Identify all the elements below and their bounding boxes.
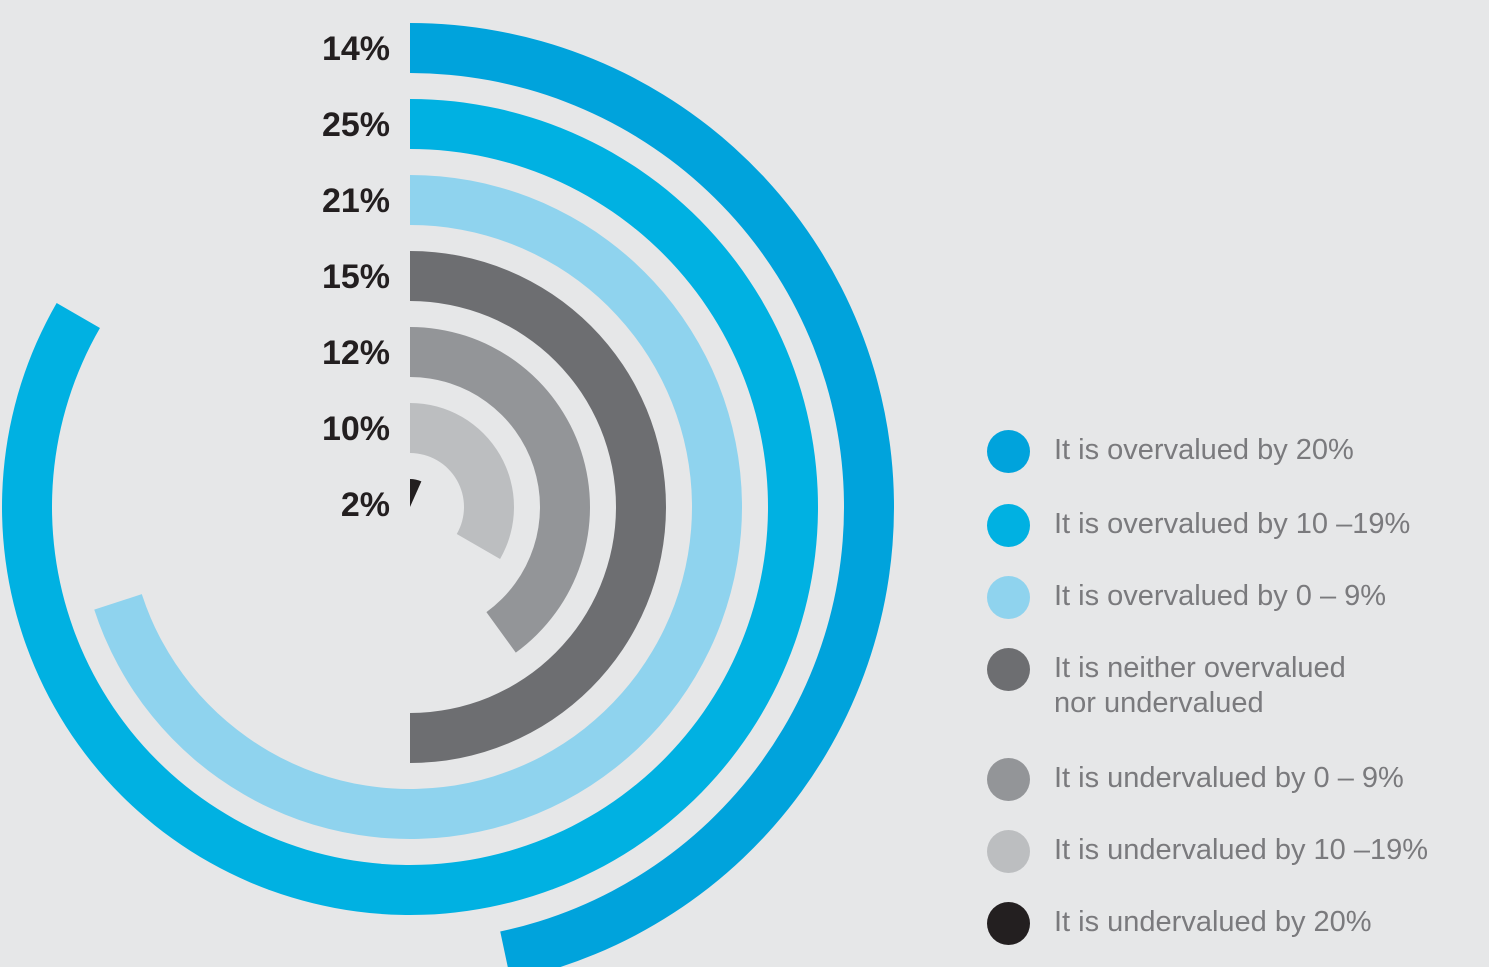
value-label-2: 25% (322, 106, 390, 144)
value-label-6: 10% (322, 410, 390, 448)
legend-swatch (987, 758, 1030, 801)
legend-label: It is undervalued by 20% (1054, 906, 1372, 938)
ring-arc-7 (410, 479, 422, 507)
legend-item-7: It is undervalued by 20% (987, 902, 1484, 945)
value-label-1: 14% (322, 30, 390, 68)
value-label-5: 12% (322, 334, 390, 372)
legend-item-3: It is overvalued by 0 – 9% (987, 576, 1484, 619)
legend-item-4: It is neither overvalued nor undervalued (987, 648, 1484, 721)
value-label-3: 21% (322, 182, 390, 220)
legend-label: It is undervalued by 0 – 9% (1054, 762, 1404, 794)
radial-bar-chart: 14% 25% 21% 15% 12% 10% 2% (2, 23, 894, 967)
value-label-7: 2% (341, 486, 390, 524)
legend-swatch (987, 902, 1030, 945)
legend-label: It is overvalued by 20% (1054, 434, 1354, 466)
value-label-4: 15% (322, 258, 390, 296)
legend-label: It is neither overvalued nor undervalued (1054, 652, 1346, 719)
ring-arc-6 (410, 403, 514, 559)
ring-group (2, 23, 894, 967)
legend-label: It is undervalued by 10 –19% (1054, 834, 1429, 866)
legend-label: It is overvalued by 10 –19% (1054, 508, 1411, 540)
legend-swatch (987, 576, 1030, 619)
legend-swatch (987, 830, 1030, 873)
legend-item-1: It is overvalued by 20% (987, 430, 1484, 473)
ring-arc-5 (410, 327, 591, 653)
legend-label: It is overvalued by 0 – 9% (1054, 580, 1387, 612)
legend-item-2: It is overvalued by 10 –19% (987, 504, 1484, 547)
value-label-group: 14% 25% 21% 15% 12% 10% 2% (322, 30, 390, 524)
legend-item-5: It is undervalued by 0 – 9% (987, 758, 1484, 801)
ring-arc-1 (410, 23, 894, 967)
legend-swatch (987, 430, 1030, 473)
ring-arc-4 (410, 251, 666, 763)
legend-item-6: It is undervalued by 10 –19% (987, 830, 1484, 873)
legend-swatch (987, 504, 1030, 547)
legend: It is overvalued by 20% It is overvalued … (987, 0, 1489, 967)
legend-swatch (987, 648, 1030, 691)
